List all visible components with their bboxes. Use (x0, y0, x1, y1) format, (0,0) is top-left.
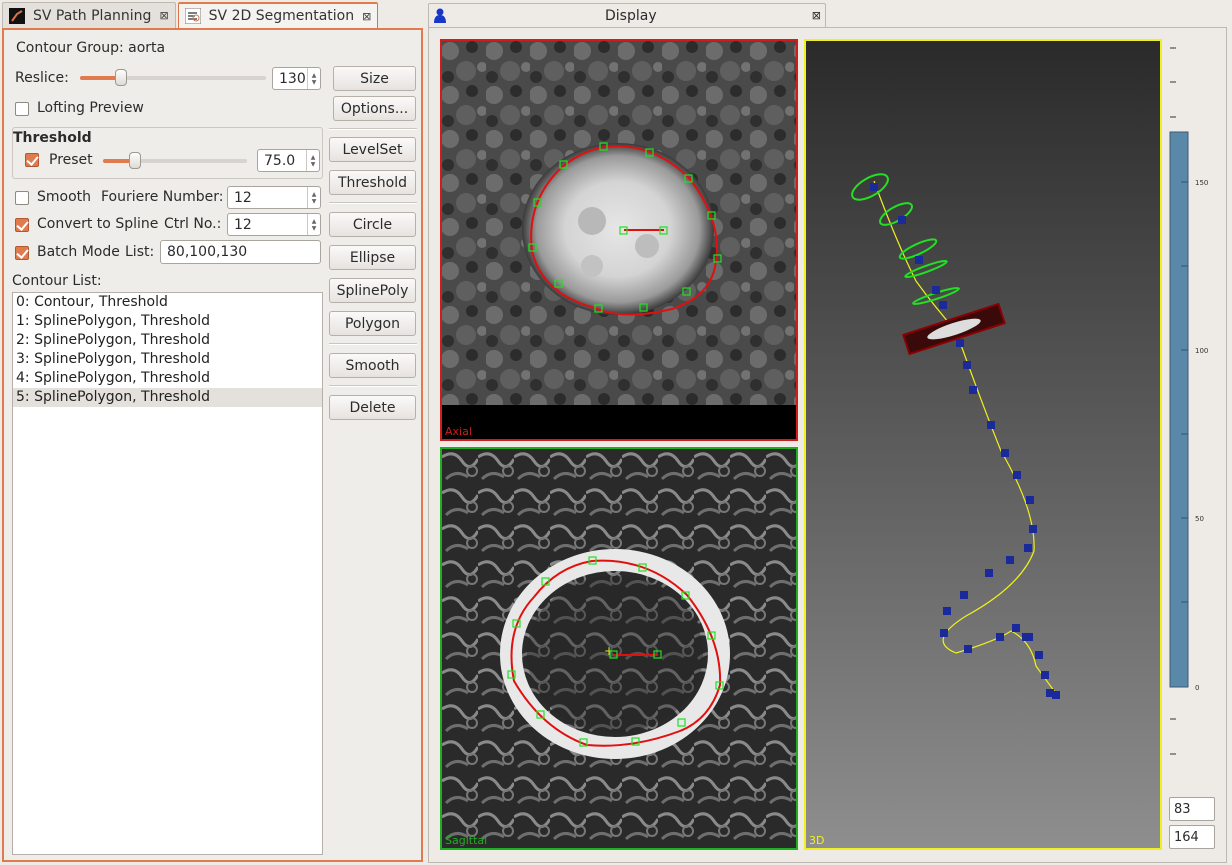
reslice-slider[interactable] (80, 69, 266, 86)
ctrl-no-label: Ctrl No.: (164, 216, 222, 232)
contour-list[interactable]: 0: Contour, Threshold 1: SplinePolygon, T… (12, 292, 323, 855)
button-separator (329, 385, 417, 387)
lofting-preview-checkbox[interactable] (15, 102, 29, 116)
list-item[interactable]: 3: SplinePolygon, Threshold (16, 351, 211, 367)
preset-slider[interactable] (103, 152, 247, 169)
segmentation-icon (184, 7, 202, 25)
reslice-spinbox[interactable]: 130 ▲ ▼ (272, 67, 321, 90)
batch-mode-checkbox[interactable] (15, 246, 29, 260)
segmentation-panel: Contour Group: aorta Reslice: 130 ▲ ▼ Siz… (2, 28, 423, 862)
list-item[interactable]: 2: SplinePolygon, Threshold (16, 332, 211, 348)
fourier-number-value: 12 (234, 189, 252, 206)
sagittal-view[interactable]: + Sagittal (440, 447, 798, 850)
intensity-scale: 150 100 50 0 (1167, 39, 1223, 759)
list-item[interactable]: 1: SplinePolygon, Threshold (16, 313, 211, 329)
smooth-button[interactable]: Smooth (329, 353, 416, 378)
fourier-number-spinbox[interactable]: 12 ▲ ▼ (227, 186, 321, 209)
reslice-value: 130 (279, 70, 306, 87)
polygon-button[interactable]: Polygon (329, 311, 416, 336)
sagittal-image: + (442, 449, 796, 848)
coord-x-field[interactable]: 83 (1169, 797, 1215, 821)
coord-y-field[interactable]: 164 (1169, 825, 1215, 849)
delete-button[interactable]: Delete (329, 395, 416, 420)
batch-mode-label: Batch Mode (37, 244, 120, 260)
display-icon (433, 8, 447, 28)
tab-display[interactable]: Display ⊠ (428, 3, 826, 28)
reslice-slider-handle[interactable] (114, 69, 127, 86)
crosshair-marker: + (604, 644, 614, 658)
spin-arrows-icon[interactable]: ▲ ▼ (307, 214, 320, 235)
path-planning-icon (9, 7, 25, 24)
reslice-slider-fill (80, 76, 121, 80)
contour-list-label: Contour List: (12, 273, 102, 289)
reslice-label: Reslice: (15, 70, 69, 86)
scale-tick-150: 150 (1195, 179, 1208, 187)
tab-2d-segmentation-label: SV 2D Segmentation (208, 8, 355, 24)
scale-tick-0: 0 (1195, 684, 1199, 692)
scale-tick-50: 50 (1195, 515, 1204, 523)
scale-tick-100: 100 (1195, 347, 1208, 355)
preset-slider-fill (103, 159, 135, 163)
3d-scene (851, 173, 1060, 699)
contour-group-label: Contour Group: aorta (16, 40, 166, 56)
close-icon[interactable]: ⊠ (159, 9, 169, 22)
preset-label: Preset (49, 152, 93, 168)
lofting-preview-label: Lofting Preview (37, 100, 144, 116)
threshold-button[interactable]: Threshold (329, 170, 416, 195)
preset-value: 75.0 (264, 152, 296, 169)
convert-to-spline-label: Convert to Spline (37, 216, 159, 232)
levelset-button[interactable]: LevelSet (329, 137, 416, 162)
preset-spinbox[interactable]: 75.0 ▲ ▼ (257, 149, 320, 172)
axial-view-label: Axial (445, 425, 472, 438)
display-views: Axial + (428, 27, 1227, 863)
batch-list-label: List: (125, 244, 155, 260)
intensity-scale-bar: 150 100 50 0 (1169, 47, 1208, 755)
sagittal-view-label: Sagittal (445, 834, 488, 847)
display-pane: Display ⊠ (428, 0, 1232, 865)
list-item[interactable]: 0: Contour, Threshold (16, 294, 168, 310)
size-button[interactable]: Size (333, 66, 416, 91)
spin-arrows-icon[interactable]: ▲ ▼ (307, 187, 320, 208)
close-icon[interactable]: ⊠ (811, 9, 821, 22)
close-icon[interactable]: ⊠ (362, 9, 372, 23)
3d-view[interactable]: 3D (804, 39, 1162, 850)
preset-slider-handle[interactable] (128, 152, 141, 169)
circle-button[interactable]: Circle (329, 212, 416, 237)
tab-path-planning-label: SV Path Planning (33, 7, 152, 24)
centerline-path (873, 180, 1059, 697)
convert-to-spline-checkbox[interactable] (15, 218, 29, 232)
ctrl-no-spinbox[interactable]: 12 ▲ ▼ (227, 213, 321, 236)
smooth-label: Smooth (37, 189, 92, 205)
button-separator (329, 202, 417, 204)
threshold-group (12, 127, 323, 179)
button-separator (329, 128, 417, 130)
ellipse-button[interactable]: Ellipse (329, 245, 416, 270)
preset-checkbox[interactable] (25, 153, 39, 167)
display-tab-title: Display (605, 8, 657, 24)
options-button[interactable]: Options... (333, 96, 416, 121)
smooth-checkbox[interactable] (15, 191, 29, 205)
spin-arrows-icon[interactable]: ▲ ▼ (306, 150, 319, 171)
tab-path-planning[interactable]: SV Path Planning ⊠ (2, 2, 176, 28)
ctrl-no-value: 12 (234, 216, 252, 233)
list-item[interactable]: 4: SplinePolygon, Threshold (16, 370, 211, 386)
segmentation-pane: SV Path Planning ⊠ SV 2D Segmentation ⊠ … (0, 0, 425, 865)
fourier-number-label: Fouriere Number: (101, 189, 224, 205)
threshold-group-title: Threshold (13, 130, 92, 146)
batch-list-input[interactable]: 80,100,130 (160, 240, 321, 264)
axial-view[interactable]: Axial (440, 39, 798, 441)
axial-image (442, 41, 796, 439)
3d-view-label: 3D (809, 834, 825, 847)
list-item[interactable]: 5: SplinePolygon, Threshold (13, 388, 322, 407)
tab-2d-segmentation[interactable]: SV 2D Segmentation ⊠ (177, 2, 379, 28)
spin-arrows-icon[interactable]: ▲ ▼ (307, 68, 320, 89)
left-tabbar: SV Path Planning ⊠ SV 2D Segmentation ⊠ (2, 2, 425, 29)
button-separator (329, 343, 417, 345)
splinepoly-button[interactable]: SplinePoly (329, 278, 416, 303)
